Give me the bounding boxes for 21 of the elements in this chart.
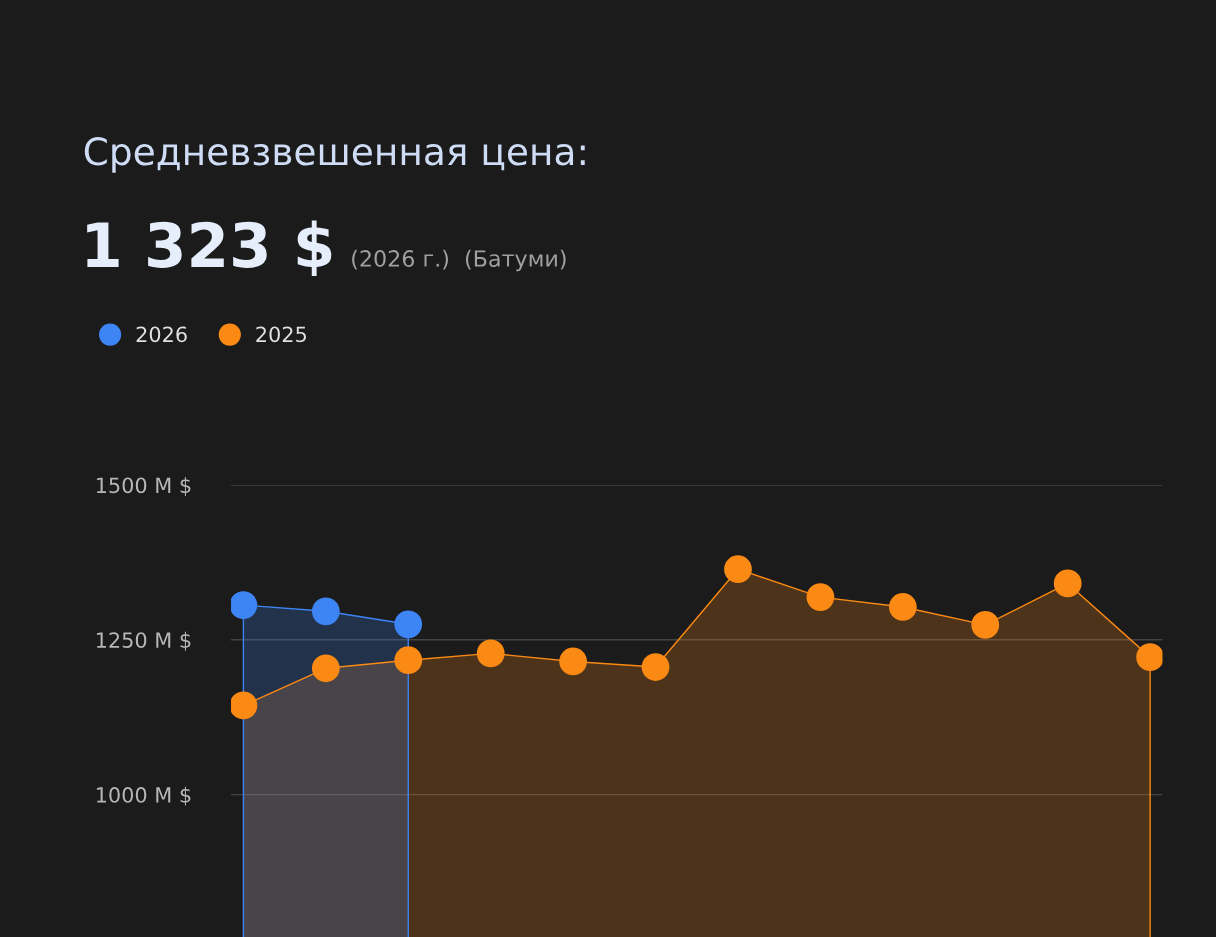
point	[311, 654, 340, 683]
text: (2026 г.) (Батуми)	[352, 249, 566, 272]
y-tick-label: 1250 M $	[96, 631, 191, 651]
chart-title: Средневзвешенная цена:	[84, 137, 585, 173]
point	[971, 611, 1000, 639]
legend-label: 2025	[256, 326, 306, 343]
text: 1 323 $	[87, 220, 332, 277]
point	[1053, 569, 1082, 598]
point	[806, 583, 835, 611]
point	[888, 593, 917, 621]
point	[394, 646, 423, 675]
y-tick-label: 1500 M $	[96, 477, 191, 496]
point	[394, 610, 423, 639]
point	[724, 555, 752, 584]
point	[559, 647, 588, 676]
y-tick-label: 1000 M $	[96, 786, 191, 806]
legend-label: 2026	[136, 326, 187, 343]
point	[476, 639, 505, 668]
point	[641, 653, 670, 681]
point	[231, 691, 258, 720]
point	[1136, 643, 1163, 672]
